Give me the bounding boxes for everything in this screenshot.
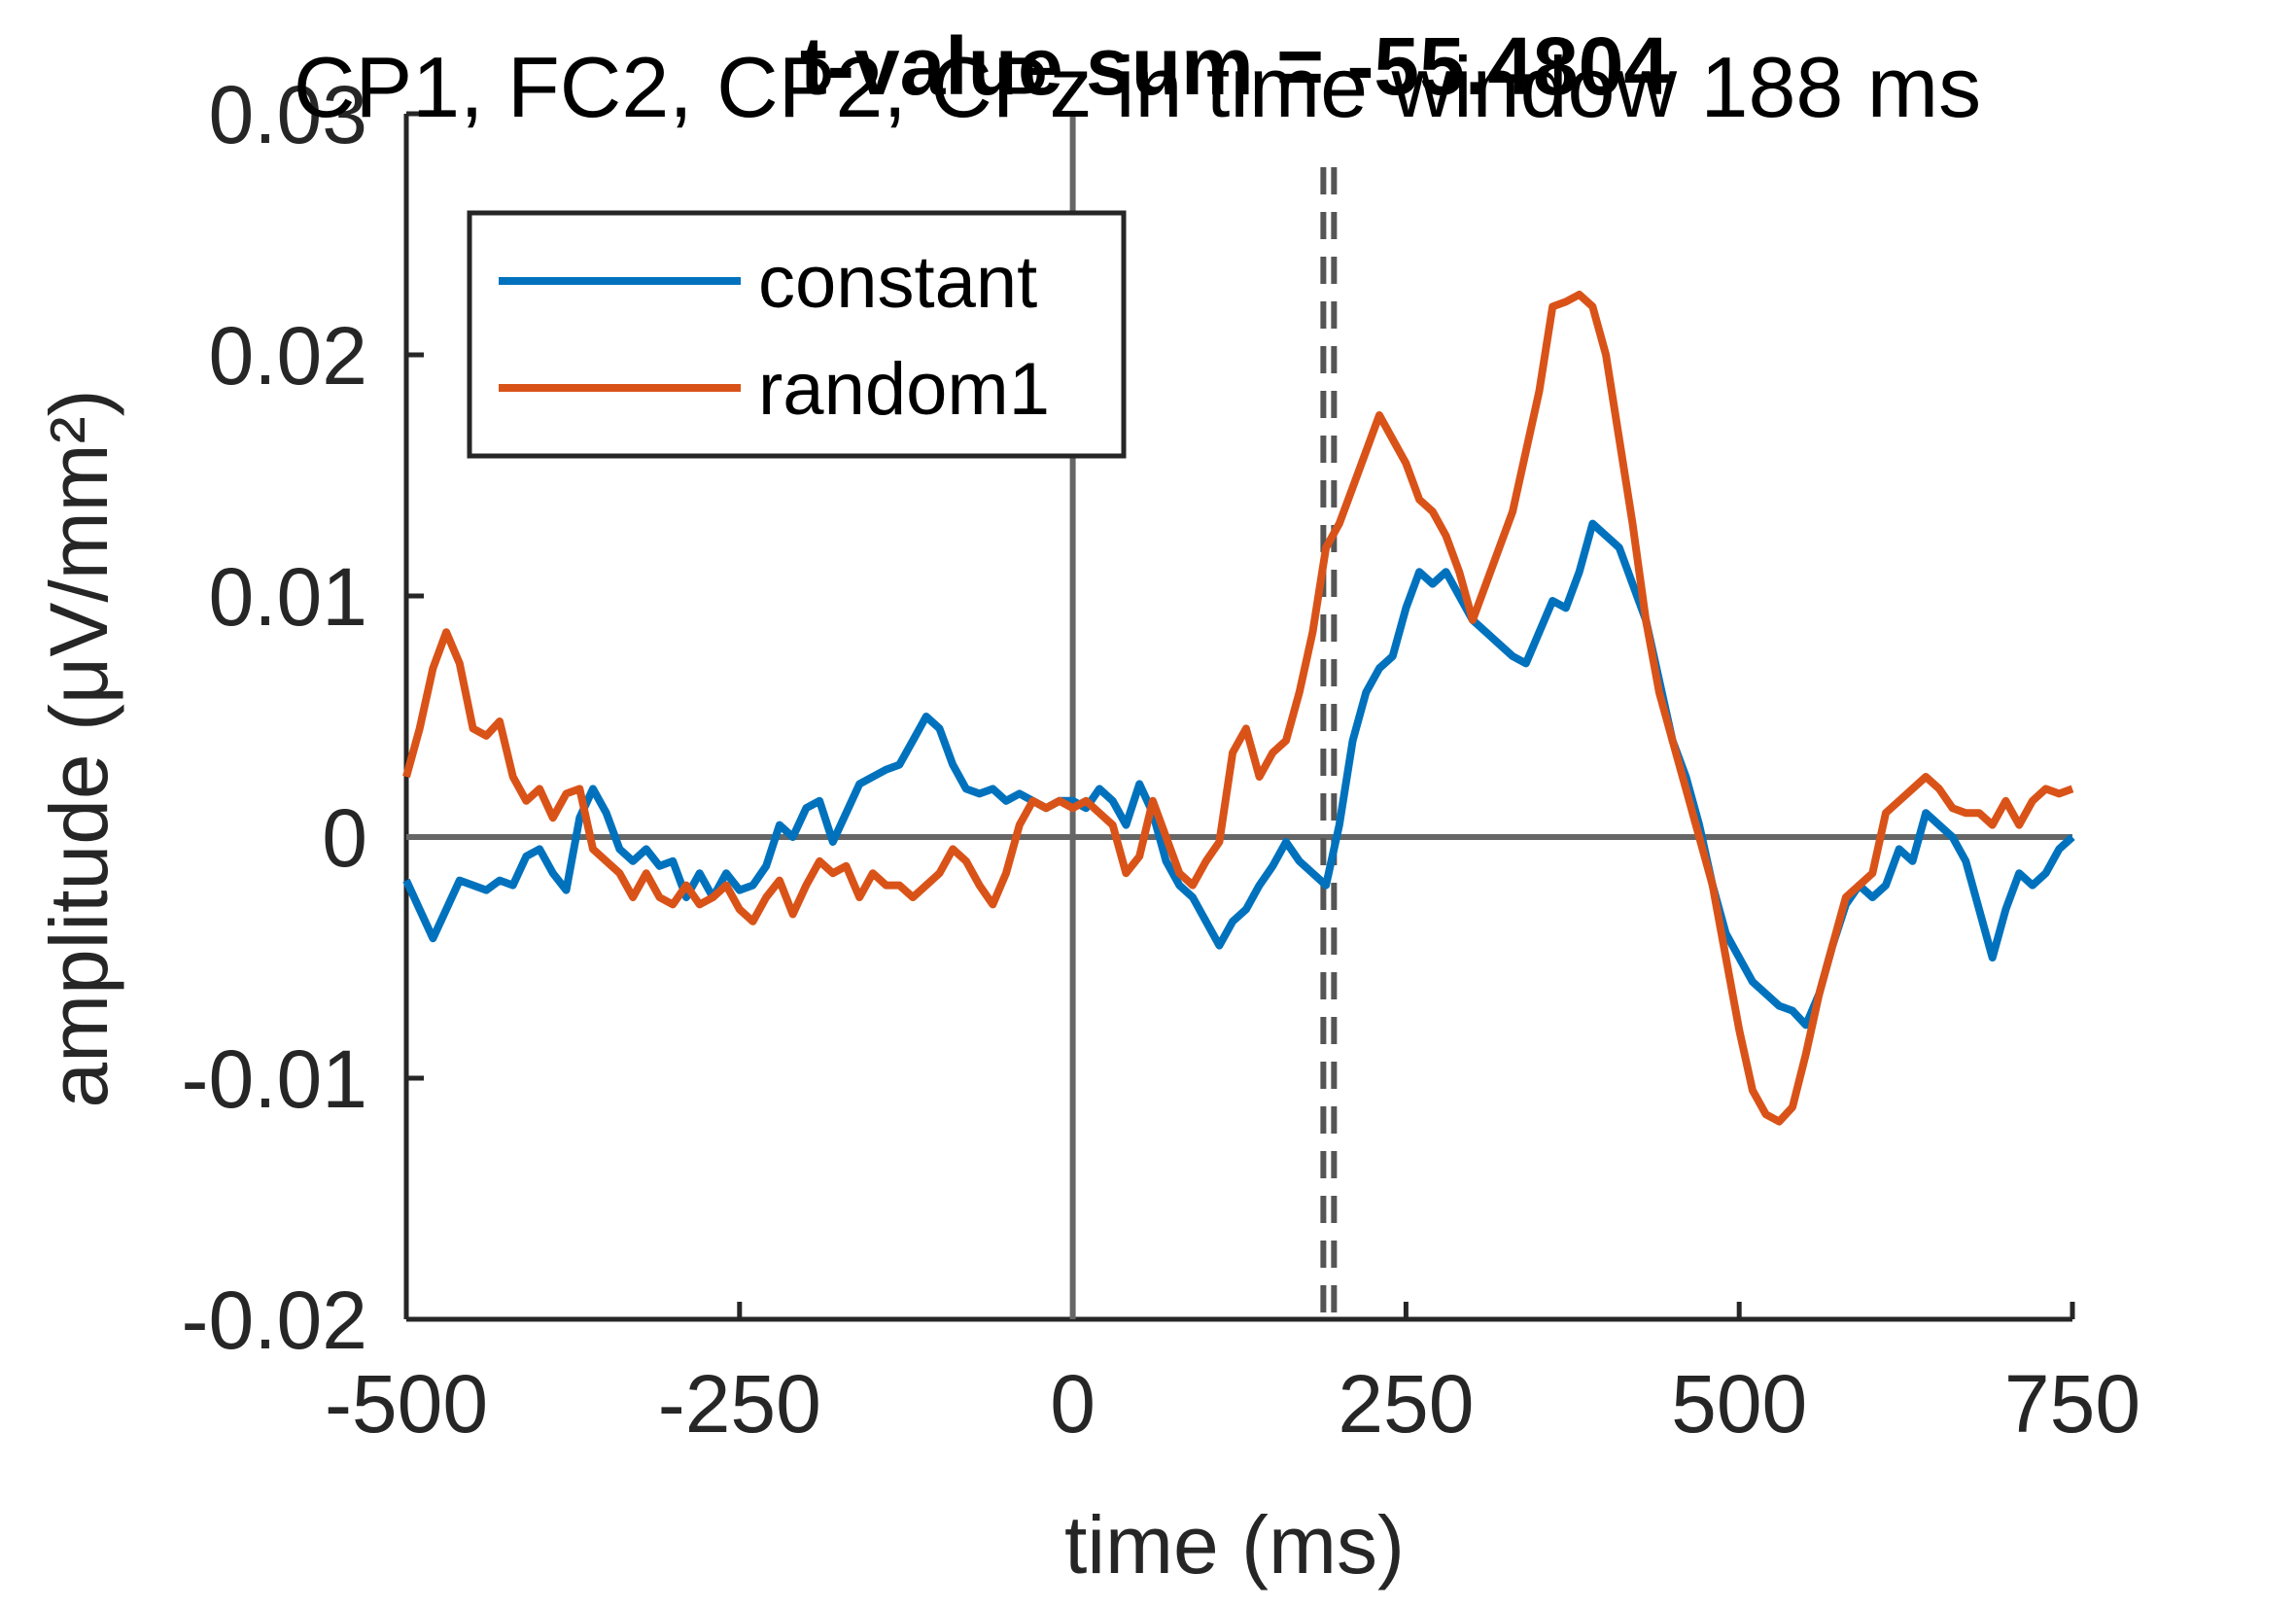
x-axis-label: time (ms) [1064, 1499, 1405, 1591]
chart-subtitle: t-value sum = -55.4804 [800, 20, 1669, 112]
y-tick-label: -0.02 [182, 1275, 367, 1366]
series-lines [402, 291, 2075, 1126]
legend-label-random1: random1 [758, 348, 1050, 431]
legend: constant random1 [467, 210, 1127, 459]
y-axis-label: amplitude (μV/mm²) [33, 389, 124, 1107]
chart-title: CP1, FC2, CP2, CPz in time window 188 ms [294, 39, 1981, 135]
series-line-constant [402, 519, 2075, 1030]
y-tick-label: -0.01 [182, 1033, 367, 1125]
axes [403, 111, 2075, 1322]
y-tick-label: 0 [322, 792, 367, 884]
x-tick-label: 500 [1671, 1358, 1807, 1450]
x-tick-label: 250 [1338, 1358, 1474, 1450]
legend-box [467, 210, 1127, 459]
tick-labels: -500 -250 0 250 500 750 -0.02 -0.01 0 0.01 0.02 0.0… [182, 69, 2141, 1450]
x-tick-label: 0 [1050, 1358, 1096, 1450]
series-line-random1 [402, 291, 2074, 1126]
x-tick-label: -500 [325, 1358, 488, 1450]
y-tick-label: 0.02 [209, 310, 368, 402]
x-tick-label: 750 [2004, 1358, 2140, 1450]
y-tick-label: 0.03 [209, 69, 368, 160]
legend-label-constant: constant [758, 241, 1037, 324]
y-tick-label: 0.01 [209, 551, 368, 643]
x-tick-label: -250 [658, 1358, 821, 1450]
